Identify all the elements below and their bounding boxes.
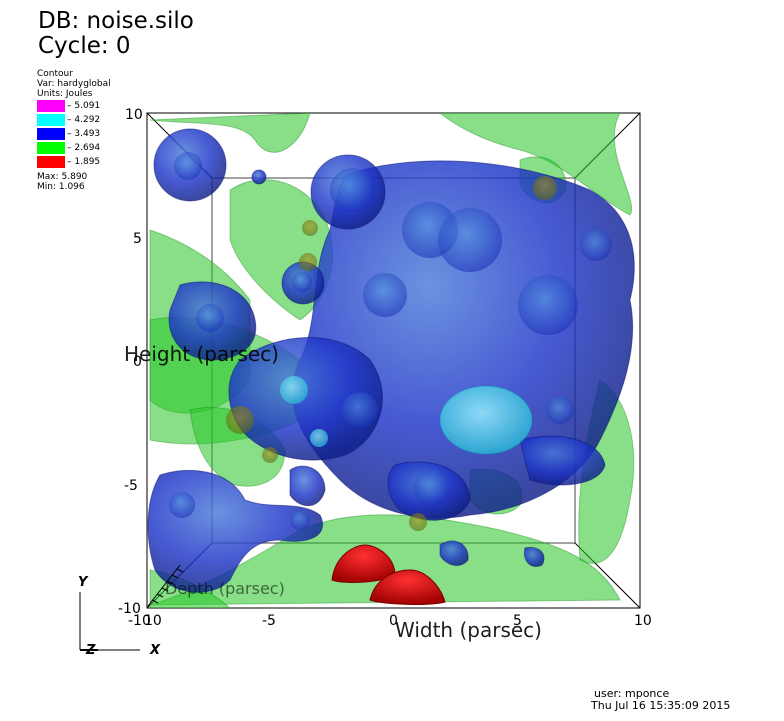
y-tick-label: 10 bbox=[125, 107, 143, 123]
cycle-label: Cycle: 0 bbox=[38, 33, 131, 59]
legend-units: Units: Joules bbox=[37, 89, 93, 99]
x-tick-label: -5 bbox=[262, 613, 276, 629]
red-contour-domes bbox=[331, 544, 446, 605]
timestamp-label: Thu Jul 16 15:35:09 2015 bbox=[591, 699, 731, 712]
x-tick-label: 0 bbox=[389, 613, 398, 629]
y-tick-label: -10 bbox=[118, 601, 141, 617]
contour-legend: Contour Var: hardyglobal Units: Joules –… bbox=[37, 69, 111, 192]
cyan-contour-blob bbox=[439, 385, 533, 455]
triad-z-label: Z bbox=[85, 643, 96, 658]
y-tick-label: -5 bbox=[124, 478, 138, 494]
depth-axis-title: Depth (parsec) bbox=[165, 579, 285, 598]
legend-swatch bbox=[37, 114, 65, 126]
x-tick-label: 10 bbox=[634, 613, 652, 629]
depth-tick-label: 10 bbox=[144, 613, 162, 629]
width-axis-title: Width (parsec) bbox=[395, 618, 542, 642]
triad-y-label: Y bbox=[78, 575, 89, 590]
legend-min: Min: 1.096 bbox=[37, 182, 85, 192]
legend-level-value: 4.292 bbox=[74, 115, 101, 125]
depth-axis-ticks bbox=[147, 564, 184, 607]
legend-variable: Var: hardyglobal bbox=[37, 79, 111, 89]
legend-max: Max: 5.890 bbox=[37, 172, 88, 182]
legend-level-2: – 4.292 bbox=[37, 113, 111, 127]
legend-level-value: 1.895 bbox=[74, 157, 101, 167]
x-tick-label: 5 bbox=[513, 613, 522, 629]
legend-swatch bbox=[37, 142, 65, 154]
axis-triad bbox=[79, 592, 140, 651]
legend-level-value: 2.694 bbox=[74, 143, 101, 153]
legend-swatch bbox=[37, 100, 65, 112]
x-tick-label: -10 bbox=[128, 613, 151, 629]
legend-level-value: 3.493 bbox=[74, 129, 101, 139]
legend-level-1: – 5.091 bbox=[37, 99, 111, 113]
user-label: user: mponce bbox=[594, 687, 670, 700]
y-tick-label: 5 bbox=[133, 231, 142, 247]
triad-x-label: X bbox=[149, 643, 161, 658]
legend-swatch bbox=[37, 156, 65, 168]
height-axis-title: Height (parsec) bbox=[124, 342, 279, 366]
legend-level-3: – 3.493 bbox=[37, 127, 111, 141]
legend-level-4: – 2.694 bbox=[37, 141, 111, 155]
legend-plot-type: Contour bbox=[37, 69, 73, 79]
contour-isosurfaces bbox=[147, 113, 635, 608]
legend-level-5: – 1.895 bbox=[37, 155, 111, 169]
legend-level-value: 5.091 bbox=[74, 101, 101, 111]
legend-swatch bbox=[37, 128, 65, 140]
database-title: DB: noise.silo bbox=[38, 8, 194, 34]
y-tick-label: 0 bbox=[133, 354, 142, 370]
